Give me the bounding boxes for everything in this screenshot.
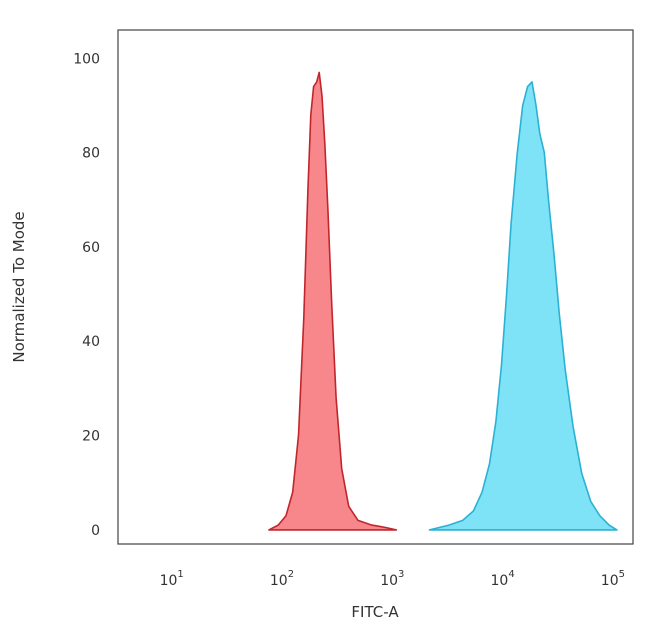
x-tick-label: 105 <box>601 569 625 589</box>
x-tick-base: 10 <box>490 573 508 589</box>
y-tick-label: 100 <box>73 51 100 67</box>
x-tick-label: 101 <box>160 569 184 589</box>
x-tick-base: 10 <box>270 573 288 589</box>
y-tick-label: 60 <box>82 240 100 256</box>
x-tick-base: 10 <box>601 573 619 589</box>
x-tick-label: 102 <box>270 569 294 589</box>
x-axis-ticks: 101 102 103 104 105 <box>160 569 625 589</box>
series-layer <box>268 71 618 531</box>
plot-frame <box>117 29 634 545</box>
x-tick-base: 10 <box>380 573 398 589</box>
y-tick-label: 20 <box>82 429 100 445</box>
x-tick-base: 10 <box>160 573 178 589</box>
x-tick-exponent: 3 <box>398 569 404 580</box>
x-axis-label: FITC-A <box>351 603 399 621</box>
x-tick-exponent: 2 <box>288 569 294 580</box>
x-tick-exponent: 4 <box>508 569 514 580</box>
x-tick-exponent: 1 <box>177 569 183 580</box>
y-axis-label: Normalized To Mode <box>10 211 28 362</box>
x-tick-exponent: 5 <box>619 569 625 580</box>
histogram-series-2 <box>428 81 618 531</box>
x-tick-label: 103 <box>380 569 404 589</box>
y-tick-label: 0 <box>91 523 100 539</box>
histogram-series-1 <box>268 71 398 531</box>
y-tick-label: 40 <box>82 334 100 350</box>
x-tick-label: 104 <box>490 569 514 589</box>
y-axis-ticks: 0 20 40 60 80 100 <box>73 51 100 539</box>
y-tick-label: 80 <box>82 146 100 162</box>
